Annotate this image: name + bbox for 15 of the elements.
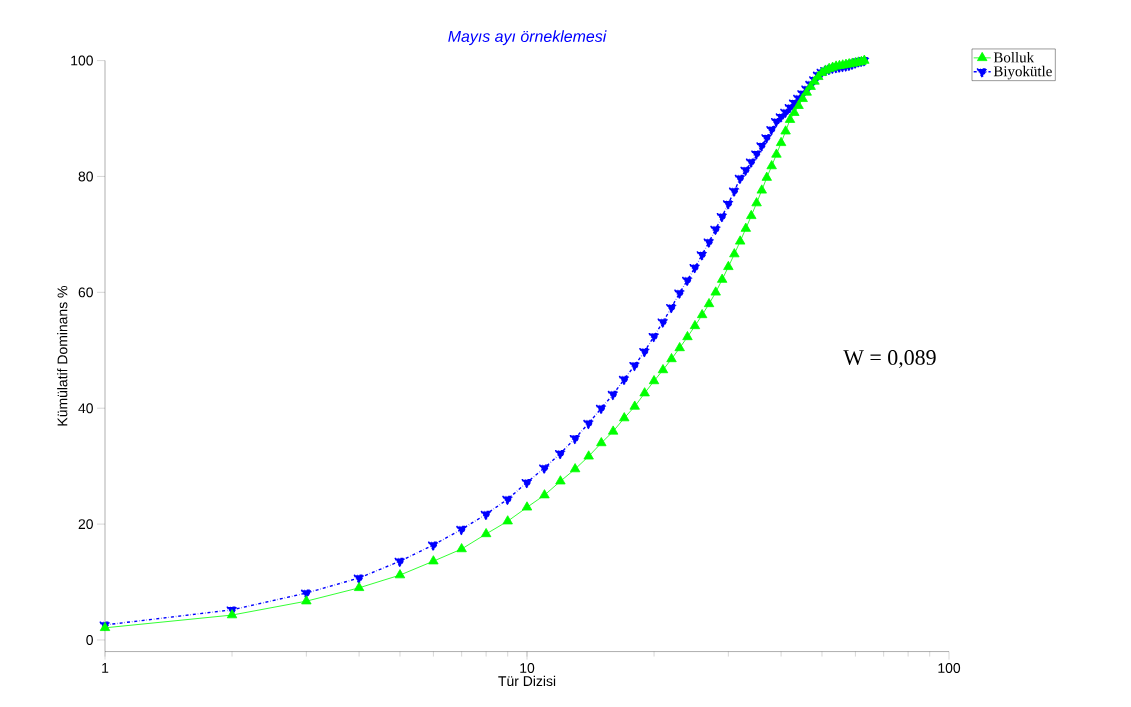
y-tick-label: 60 [78,287,93,298]
x-tick-label: 1 [102,663,109,673]
y-axis-title: Kümülatif Dominans % [57,286,68,426]
y-tick-label: 100 [71,55,93,66]
legend-label: Bolluk [993,51,1035,63]
y-tick-label: 20 [78,519,93,530]
y-tick-label: 40 [78,403,93,414]
x-tick-label: 10 [520,663,535,673]
annotation: W = 0,089 [843,350,936,369]
y-tick-label: 80 [78,171,93,182]
legend-label: Biyokütle [993,65,1052,80]
x-axis-title: Tür Dizisi [498,675,556,687]
chart-title: Mayıs ayı örneklemesi [448,30,607,46]
x-tick-label: 100 [938,663,961,673]
y-tick-label: 0 [86,635,93,645]
